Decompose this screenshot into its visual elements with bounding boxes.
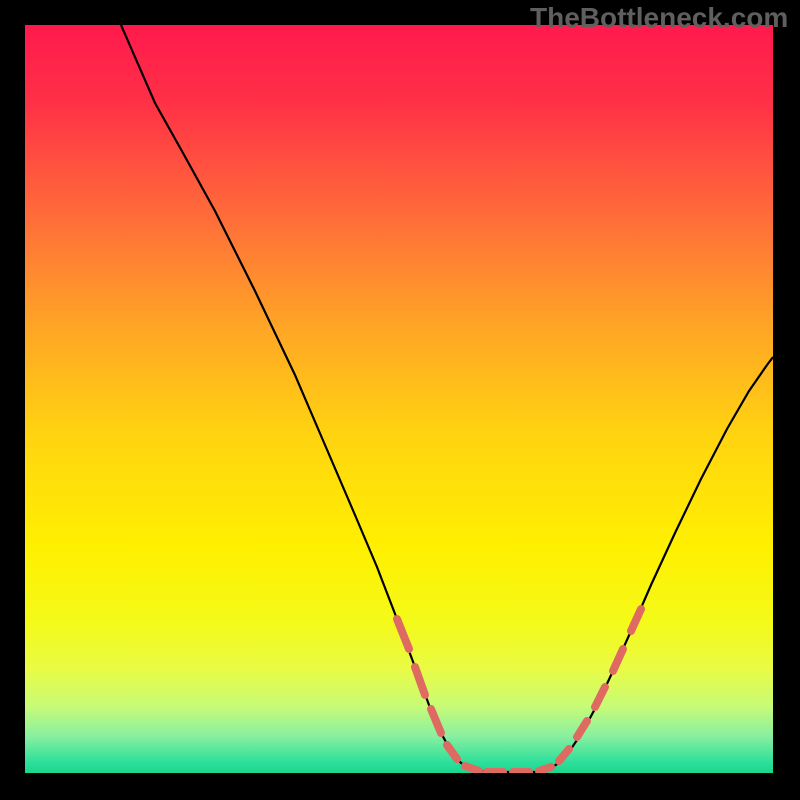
dash-segment: [465, 766, 479, 771]
chart-frame: TheBottleneck.com: [0, 0, 800, 800]
watermark-text: TheBottleneck.com: [530, 2, 788, 34]
gradient-background: [25, 25, 773, 773]
dash-segment: [539, 767, 551, 771]
plot-svg: [25, 25, 773, 773]
plot-area: [25, 25, 773, 773]
